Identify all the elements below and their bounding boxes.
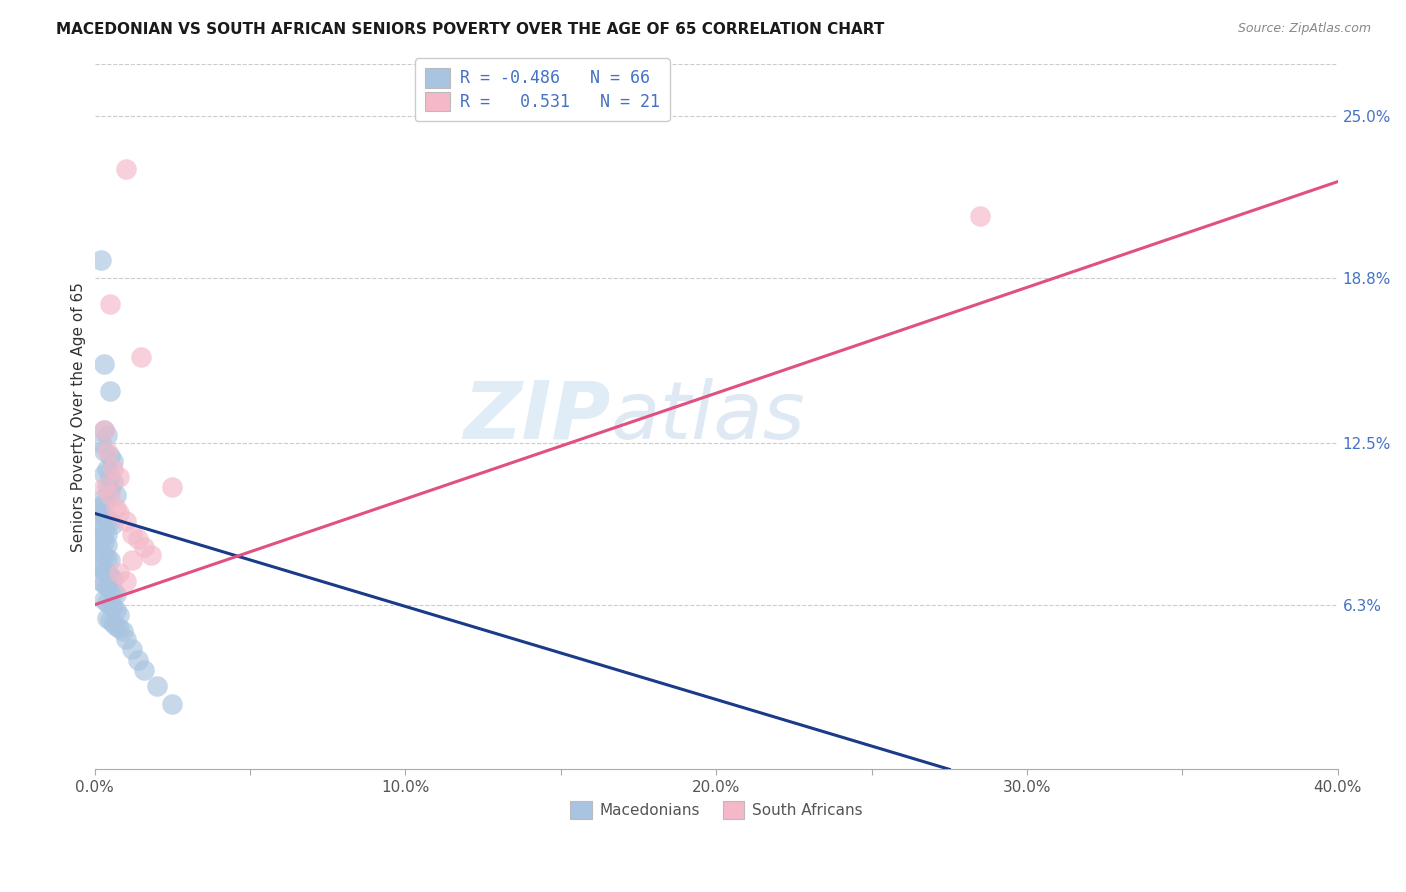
Point xyxy=(134,663,156,677)
Point xyxy=(145,679,167,693)
Point xyxy=(96,527,118,541)
Point xyxy=(86,541,108,555)
Point xyxy=(98,553,121,567)
Point xyxy=(105,618,128,632)
Point xyxy=(114,632,136,646)
Point xyxy=(90,574,112,589)
Point xyxy=(96,595,118,609)
Point xyxy=(90,252,112,267)
Y-axis label: Seniors Poverty Over the Age of 65: Seniors Poverty Over the Age of 65 xyxy=(72,282,86,551)
Point xyxy=(103,475,125,489)
Point xyxy=(162,480,184,494)
Point xyxy=(108,621,131,635)
Point xyxy=(139,548,162,562)
Text: Source: ZipAtlas.com: Source: ZipAtlas.com xyxy=(1237,22,1371,36)
Text: atlas: atlas xyxy=(610,377,806,456)
Point xyxy=(108,608,131,623)
Point xyxy=(121,553,143,567)
Point xyxy=(93,467,115,482)
Point xyxy=(86,501,108,516)
Point xyxy=(105,501,128,516)
Point xyxy=(103,516,125,531)
Point xyxy=(96,462,118,476)
Point xyxy=(96,428,118,442)
Point xyxy=(108,566,131,581)
Text: MACEDONIAN VS SOUTH AFRICAN SENIORS POVERTY OVER THE AGE OF 65 CORRELATION CHART: MACEDONIAN VS SOUTH AFRICAN SENIORS POVE… xyxy=(56,22,884,37)
Point xyxy=(98,582,121,596)
Point xyxy=(96,443,118,458)
Point xyxy=(121,642,143,657)
Point xyxy=(93,535,115,549)
Point xyxy=(90,522,112,536)
Point xyxy=(98,469,121,483)
Point xyxy=(98,569,121,583)
Point xyxy=(98,449,121,463)
Point xyxy=(98,488,121,502)
Point xyxy=(93,548,115,562)
Point xyxy=(114,161,136,176)
Point xyxy=(93,577,115,591)
Point xyxy=(969,209,991,223)
Point xyxy=(121,527,143,541)
Point xyxy=(96,579,118,593)
Point xyxy=(98,614,121,628)
Point xyxy=(103,615,125,630)
Point xyxy=(93,443,115,458)
Point xyxy=(127,533,149,547)
Point xyxy=(111,624,134,638)
Point xyxy=(98,483,121,497)
Point xyxy=(129,350,152,364)
Point xyxy=(86,519,108,533)
Point xyxy=(108,469,131,483)
Point xyxy=(105,488,128,502)
Point xyxy=(103,462,125,476)
Point xyxy=(108,506,131,520)
Point xyxy=(93,524,115,539)
Point xyxy=(93,592,115,607)
Point xyxy=(93,423,115,437)
Point xyxy=(96,511,118,525)
Point xyxy=(93,508,115,523)
Point xyxy=(93,480,115,494)
Point xyxy=(103,600,125,615)
Legend: Macedonians, South Africans: Macedonians, South Africans xyxy=(564,796,869,825)
Point xyxy=(90,506,112,520)
Point xyxy=(96,538,118,552)
Point xyxy=(162,697,184,711)
Point xyxy=(90,561,112,575)
Point xyxy=(103,454,125,468)
Point xyxy=(98,297,121,311)
Point xyxy=(96,550,118,565)
Point xyxy=(90,545,112,559)
Text: ZIP: ZIP xyxy=(463,377,610,456)
Point xyxy=(105,603,128,617)
Point xyxy=(96,611,118,625)
Point xyxy=(103,572,125,586)
Point xyxy=(90,533,112,547)
Point xyxy=(114,514,136,528)
Point xyxy=(96,566,118,581)
Point xyxy=(96,480,118,494)
Point xyxy=(93,358,115,372)
Point xyxy=(105,587,128,601)
Point xyxy=(134,541,156,555)
Point xyxy=(98,384,121,398)
Point xyxy=(90,493,112,508)
Point xyxy=(127,652,149,666)
Point xyxy=(114,574,136,589)
Point xyxy=(103,584,125,599)
Point xyxy=(93,423,115,437)
Point xyxy=(98,514,121,528)
Point xyxy=(98,598,121,612)
Point xyxy=(86,558,108,573)
Point xyxy=(90,435,112,450)
Point xyxy=(93,496,115,510)
Point xyxy=(93,564,115,578)
